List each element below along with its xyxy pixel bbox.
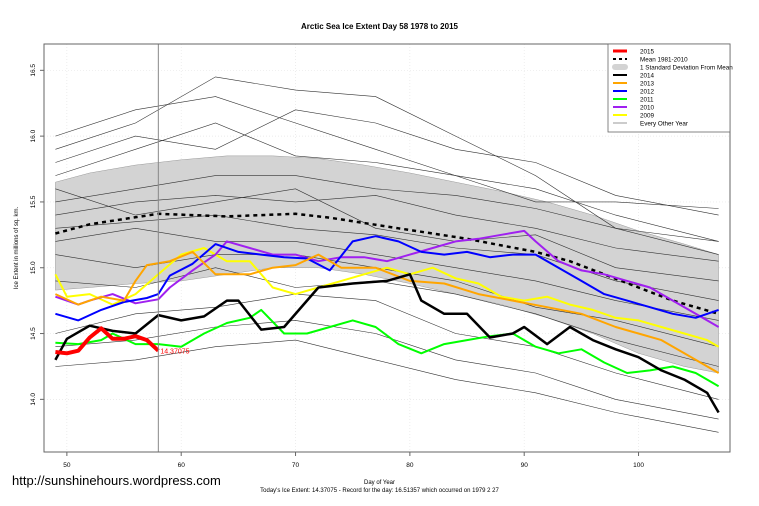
legend-item-every-other-year: Every Other Year	[613, 120, 688, 127]
other-year-line	[55, 175, 719, 255]
other-year-line	[55, 339, 719, 433]
legend-item-2012: 2012	[613, 88, 655, 95]
other-year-line	[55, 320, 719, 420]
y-tick-label: 15.5	[30, 195, 37, 208]
x-tick-label: 50	[63, 462, 71, 469]
legend-label: 2015	[640, 48, 655, 55]
y-tick-label: 14.5	[30, 327, 37, 340]
current-value-annotation: 14.37075	[160, 349, 189, 356]
legend-label: 2013	[640, 80, 655, 87]
other-year-line	[55, 188, 719, 282]
legend-swatch	[612, 64, 628, 70]
other-year-line	[55, 96, 719, 209]
legend-item-2011: 2011	[613, 96, 654, 103]
x-tick-label: 60	[178, 462, 186, 469]
x-tick-label: 70	[292, 462, 300, 469]
y-tick-label: 15.0	[30, 261, 37, 274]
series-line-2013	[54, 250, 720, 374]
legend-item-2015: 2015	[613, 48, 655, 55]
mean-line	[55, 212, 719, 316]
watermark-url: http://sunshinehours.wordpress.com	[12, 473, 221, 488]
legend-item-2014: 2014	[613, 72, 655, 79]
x-tick-label: 80	[406, 462, 414, 469]
x-axis-label: Day of Year	[363, 480, 396, 486]
y-tick-label: 16.0	[30, 129, 37, 142]
x-tick-label: 90	[521, 462, 529, 469]
legend-label: 2014	[640, 72, 655, 79]
plot-frame	[43, 43, 731, 453]
series-line-2015	[55, 326, 160, 356]
y-tick-label: 14.0	[30, 393, 37, 406]
other-year-line	[55, 76, 719, 242]
other-year-line	[55, 195, 719, 262]
legend-label: 2010	[640, 104, 655, 111]
series-line-2010	[55, 229, 720, 328]
legend-label: 1 Standard Deviation From Mean	[640, 64, 733, 71]
legend-item-2013: 2013	[613, 80, 655, 87]
other-year-line	[55, 227, 719, 321]
chart-title: Arctic Sea Ice Extent Day 58 1978 to 201…	[301, 22, 458, 31]
legend-label: 2011	[640, 96, 654, 103]
legend-label: Mean 1981-2010	[640, 56, 688, 63]
y-tick-label: 16.5	[30, 64, 37, 77]
legend-item-2009: 2009	[613, 112, 655, 119]
other-year-line	[55, 293, 719, 400]
other-year-line	[55, 122, 719, 242]
legend-item-2010: 2010	[613, 104, 655, 111]
x-tick-label: 100	[633, 462, 644, 469]
legend-item-1-standard-deviation-from-mean: 1 Standard Deviation From Mean	[612, 64, 733, 71]
legend-box	[607, 43, 731, 133]
footer-record-text: Today's Ice Extent: 14.37075 - Record fo…	[260, 488, 499, 494]
legend-item-mean-1981-2010: Mean 1981-2010	[613, 56, 688, 63]
legend-label: Every Other Year	[640, 120, 688, 127]
legend-label: 2012	[640, 88, 655, 95]
y-axis-label: Ice Extent in millions of sq. km.	[14, 206, 20, 289]
legend-label: 2009	[640, 112, 655, 119]
